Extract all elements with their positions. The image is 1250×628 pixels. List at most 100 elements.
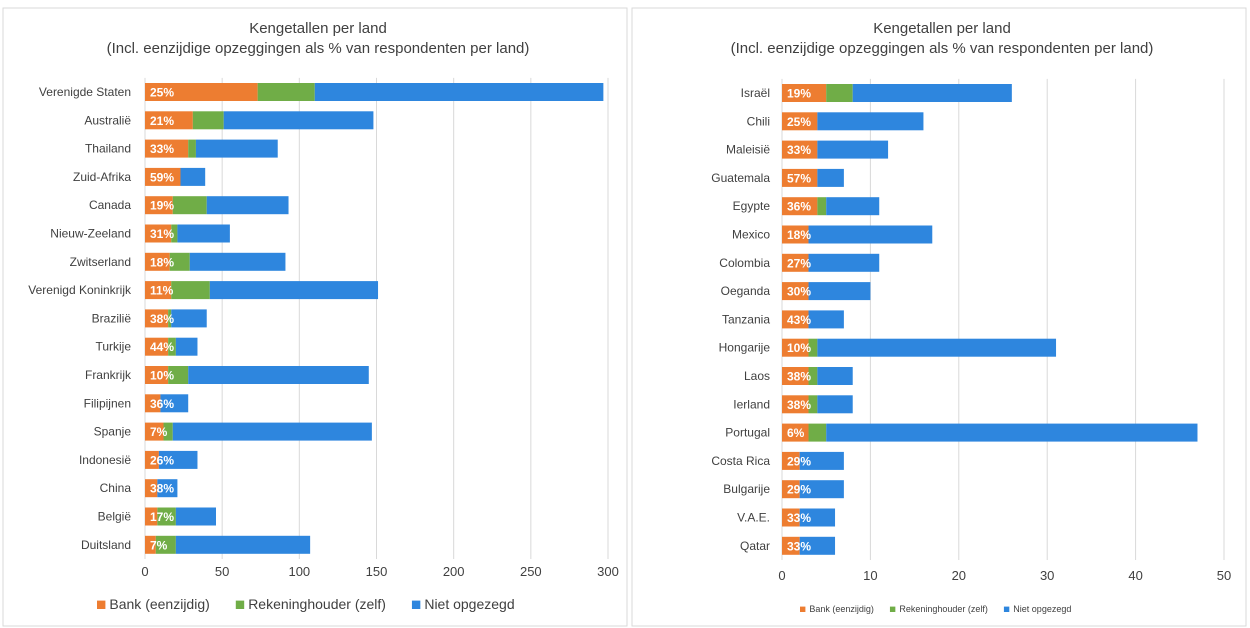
right-bar-bank-eenzijdig-portugal bbox=[782, 423, 809, 442]
left-data-label-canada: 19% bbox=[150, 199, 174, 213]
right-bar-niet-opgezegd-israel bbox=[852, 84, 1012, 102]
left-data-label-nieuw-zeeland: 31% bbox=[150, 227, 174, 241]
left-x-tick-label: 50 bbox=[215, 564, 229, 579]
left-legend-label-niet-opgezegd: Niet opgezegd bbox=[424, 596, 514, 612]
right-chart-subtitle: (Incl. eenzijdige opzeggingen als % van … bbox=[731, 40, 1154, 57]
left-bar-bank-eenzijdig-verenigd-koninkrijk bbox=[145, 281, 172, 300]
left-category-label-canada: Canada bbox=[89, 198, 131, 212]
left-data-label-zwitserland: 18% bbox=[150, 255, 174, 269]
right-bar-rekeninghouder-zelf-ierland bbox=[808, 395, 818, 414]
left-bar-rekeninghouder-zelf-turkije bbox=[168, 337, 176, 356]
left-bar-rekeninghouder-zelf-brazilie bbox=[168, 309, 172, 328]
left-x-tick-label: 250 bbox=[520, 564, 542, 579]
right-legend-label-bank-eenzijdig: Bank (eenzijdig) bbox=[809, 604, 874, 614]
right-data-label-colombia: 27% bbox=[787, 256, 811, 270]
right-category-label-ierland: Ierland bbox=[733, 397, 770, 411]
right-x-tick-label: 20 bbox=[952, 568, 966, 583]
left-category-label-frankrijk: Frankrijk bbox=[85, 368, 132, 382]
right-data-label-laos: 38% bbox=[787, 370, 811, 384]
left-x-tick-label: 100 bbox=[288, 564, 310, 579]
left-legend-swatch-bank-eenzijdig bbox=[97, 600, 106, 609]
right-legend-label-rekeninghouder-zelf: Rekeninghouder (zelf) bbox=[899, 604, 988, 614]
left-bar-niet-opgezegd-nieuw-zeeland bbox=[177, 224, 230, 243]
right-x-tick-label: 30 bbox=[1040, 568, 1054, 583]
left-bar-niet-opgezegd-verenigde-staten bbox=[314, 83, 604, 101]
left-x-tick-label: 200 bbox=[443, 564, 465, 579]
left-bar-bank-eenzijdig-frankrijk bbox=[145, 366, 169, 384]
left-bar-rekeninghouder-zelf-nieuw-zeeland bbox=[171, 224, 178, 243]
left-bar-bank-eenzijdig-verenigde-staten bbox=[145, 83, 258, 101]
right-data-label-hongarije: 10% bbox=[787, 341, 811, 355]
left-chart-subtitle: (Incl. eenzijdige opzeggingen als % van … bbox=[107, 40, 530, 57]
right-bar-niet-opgezegd-laos bbox=[817, 367, 853, 385]
right-x-tick-label: 40 bbox=[1128, 568, 1142, 583]
left-category-label-nieuw-zeeland: Nieuw-Zeeland bbox=[50, 227, 131, 241]
left-bar-niet-opgezegd-china bbox=[157, 479, 178, 498]
right-data-label-egypte: 36% bbox=[787, 200, 811, 214]
left-bar-bank-eenzijdig-china bbox=[145, 479, 158, 498]
right-bar-bank-eenzijdig-oeganda bbox=[782, 282, 809, 301]
left-bar-niet-opgezegd-frankrijk bbox=[188, 366, 369, 384]
right-bar-bank-eenzijdig-maleisie bbox=[782, 140, 818, 159]
left-bar-bank-eenzijdig-brazilie bbox=[145, 309, 169, 328]
right-legend-swatch-rekeninghouder-zelf bbox=[889, 606, 896, 612]
left-bar-rekeninghouder-zelf-belgie bbox=[157, 507, 176, 526]
left-legend-label-rekeninghouder-zelf: Rekeninghouder (zelf) bbox=[248, 596, 386, 612]
left-category-label-thailand: Thailand bbox=[85, 142, 131, 156]
left-category-label-zwitserland: Zwitserland bbox=[70, 255, 131, 269]
right-bar-niet-opgezegd-ierland bbox=[817, 395, 853, 414]
right-bar-niet-opgezegd-costa-rica bbox=[799, 451, 844, 470]
left-bar-chart: 0 50 100 150 200 250 300 Verenigde Staten 25% Aus… bbox=[28, 77, 619, 612]
right-bar-bank-eenzijdig-guatemala bbox=[782, 168, 818, 187]
left-bar-rekeninghouder-zelf-verenigde-staten bbox=[257, 83, 315, 101]
left-bar-niet-opgezegd-brazilie bbox=[171, 309, 207, 328]
right-data-label-bulgarije: 29% bbox=[787, 483, 811, 497]
right-bar-bank-eenzijdig-tanzania bbox=[782, 310, 809, 329]
right-data-label-oeganda: 30% bbox=[787, 285, 811, 299]
right-legend-swatch-bank-eenzijdig bbox=[800, 606, 806, 612]
left-category-label-indonesie: Indonesië bbox=[79, 453, 131, 467]
left-data-label-verenigd-koninkrijk: 11% bbox=[150, 284, 174, 298]
right-x-tick-label: 50 bbox=[1217, 568, 1231, 583]
left-bar-bank-eenzijdig-duitsland bbox=[145, 535, 156, 554]
left-bar-bank-eenzijdig-filipijnen bbox=[145, 394, 161, 413]
left-bar-rekeninghouder-zelf-frankrijk bbox=[168, 366, 189, 384]
right-x-tick-label: 10 bbox=[863, 568, 877, 583]
left-category-label-verenigde-staten: Verenigde Staten bbox=[39, 85, 131, 99]
left-category-label-belgie: België bbox=[98, 510, 132, 524]
right-bar-niet-opgezegd-oeganda bbox=[808, 282, 871, 301]
right-category-label-chili: Chili bbox=[747, 114, 770, 128]
left-bar-bank-eenzijdig-zwitserland bbox=[145, 252, 170, 271]
right-bar-niet-opgezegd-hongarije bbox=[817, 338, 1057, 357]
left-data-label-brazilie: 38% bbox=[150, 312, 174, 326]
left-bar-niet-opgezegd-belgie bbox=[175, 507, 216, 526]
right-bar-bank-eenzijdig-v-a-e bbox=[782, 508, 800, 527]
left-data-label-thailand: 33% bbox=[150, 142, 174, 156]
left-data-label-verenigde-staten: 25% bbox=[150, 86, 174, 100]
right-category-label-tanzania: Tanzania bbox=[722, 312, 770, 326]
left-bar-bank-eenzijdig-belgie bbox=[145, 507, 158, 526]
right-data-label-guatemala: 57% bbox=[787, 171, 811, 185]
left-bar-bank-eenzijdig-canada bbox=[145, 196, 173, 215]
right-bar-bank-eenzijdig-bulgarije bbox=[782, 480, 800, 499]
left-category-label-turkije: Turkije bbox=[95, 340, 131, 354]
right-bar-niet-opgezegd-egypte bbox=[826, 197, 880, 216]
left-legend-swatch-rekeninghouder-zelf bbox=[235, 600, 245, 609]
left-x-tick-label: 300 bbox=[597, 564, 619, 579]
right-bar-bank-eenzijdig-hongarije bbox=[782, 338, 809, 357]
left-legend-label-bank-eenzijdig: Bank (eenzijdig) bbox=[109, 596, 209, 612]
right-bar-bank-eenzijdig-costa-rica bbox=[782, 451, 800, 470]
right-bar-chart: 0 10 20 30 40 50 Israël 19% Chili 25% Maleisië 33% G… bbox=[711, 78, 1231, 614]
left-data-label-duitsland: 7% bbox=[150, 538, 168, 552]
left-data-label-belgie: 17% bbox=[150, 510, 174, 524]
right-x-tick-label: 0 bbox=[778, 568, 785, 583]
right-data-label-maleisie: 33% bbox=[787, 143, 811, 157]
left-bar-niet-opgezegd-zuid-afrika bbox=[180, 167, 206, 186]
left-data-label-australie: 21% bbox=[150, 114, 174, 128]
left-x-tick-label: 150 bbox=[366, 564, 388, 579]
left-bar-niet-opgezegd-zwitserland bbox=[189, 252, 286, 271]
left-category-label-brazilie: Brazilië bbox=[92, 311, 132, 325]
right-bar-bank-eenzijdig-ierland bbox=[782, 395, 809, 414]
left-bar-bank-eenzijdig-australie bbox=[145, 111, 193, 130]
